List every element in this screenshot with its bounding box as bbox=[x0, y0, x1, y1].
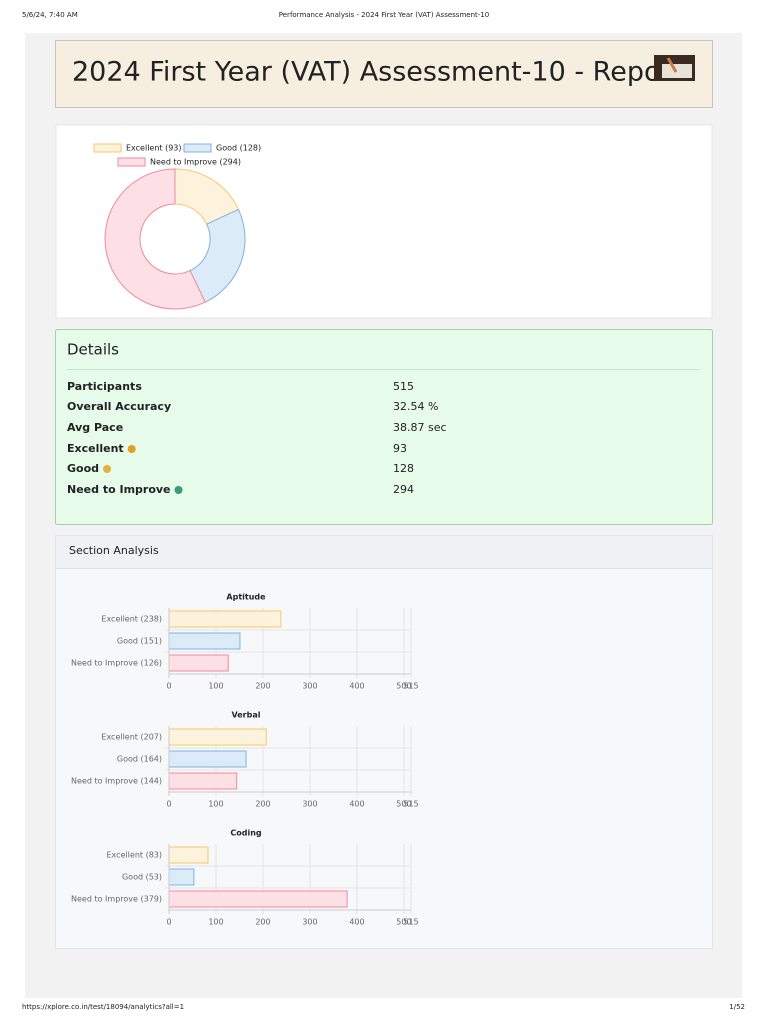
detail-label: Excellent bbox=[67, 442, 124, 455]
detail-value: 294 bbox=[393, 483, 414, 496]
x-tick-label: 300 bbox=[302, 682, 317, 691]
y-tick-label: Excellent (238) bbox=[101, 615, 162, 624]
x-tick-label: 200 bbox=[255, 800, 270, 809]
legend-label: Need to Improve (294) bbox=[150, 158, 241, 167]
x-tick-label: 400 bbox=[349, 918, 364, 927]
x-tick-label: 515 bbox=[403, 918, 418, 927]
x-tick-label: 0 bbox=[166, 918, 171, 927]
x-tick-label: 500 bbox=[396, 682, 411, 691]
x-tick-label: 500 bbox=[396, 918, 411, 927]
y-tick-label: Excellent (207) bbox=[101, 733, 162, 742]
section-title: Section Analysis bbox=[69, 544, 159, 557]
detail-value: 128 bbox=[393, 462, 414, 475]
detail-icon bbox=[127, 445, 136, 453]
report-title: 2024 First Year (VAT) Assessment-10 - Re… bbox=[72, 57, 682, 88]
y-tick-label: Excellent (83) bbox=[106, 851, 162, 860]
legend-swatch bbox=[93, 143, 122, 153]
legend-swatch bbox=[117, 157, 146, 167]
x-tick-label: 400 bbox=[349, 682, 364, 691]
header-image bbox=[654, 55, 695, 81]
bar bbox=[168, 772, 238, 790]
details-card bbox=[55, 329, 713, 525]
print-title: Performance Analysis - 2024 First Year (… bbox=[279, 11, 489, 19]
bar bbox=[168, 846, 209, 864]
x-tick-label: 200 bbox=[255, 682, 270, 691]
bar bbox=[168, 654, 229, 672]
details-title: Details bbox=[67, 341, 119, 359]
detail-label: Participants bbox=[67, 380, 142, 393]
chart-title: Aptitude bbox=[226, 593, 266, 602]
detail-icon bbox=[174, 486, 183, 494]
detail-label: Need to Improve bbox=[67, 483, 171, 496]
x-tick-label: 200 bbox=[255, 918, 270, 927]
detail-value: 93 bbox=[393, 442, 407, 455]
print-page: 1/52 bbox=[729, 1003, 745, 1011]
legend-swatch bbox=[183, 143, 212, 153]
detail-value: 38.87 sec bbox=[393, 421, 447, 434]
y-tick-label: Need to Improve (144) bbox=[71, 777, 162, 786]
x-tick-label: 300 bbox=[302, 800, 317, 809]
detail-icon bbox=[103, 465, 112, 473]
x-tick-label: 300 bbox=[302, 918, 317, 927]
y-tick-label: Good (151) bbox=[117, 637, 162, 646]
x-tick-label: 515 bbox=[403, 682, 418, 691]
bar bbox=[168, 750, 247, 768]
section-card bbox=[55, 535, 713, 949]
x-tick-label: 515 bbox=[403, 800, 418, 809]
x-tick-label: 100 bbox=[208, 682, 223, 691]
bar bbox=[168, 890, 348, 908]
x-tick-label: 0 bbox=[166, 800, 171, 809]
x-tick-label: 500 bbox=[396, 800, 411, 809]
bar bbox=[168, 868, 195, 886]
x-tick-label: 100 bbox=[208, 918, 223, 927]
y-tick-label: Need to Improve (379) bbox=[71, 895, 162, 904]
chart-title: Verbal bbox=[232, 711, 261, 720]
y-tick-label: Good (164) bbox=[117, 755, 162, 764]
x-tick-label: 400 bbox=[349, 800, 364, 809]
y-tick-label: Need to Improve (126) bbox=[71, 659, 162, 668]
section-header bbox=[56, 536, 712, 568]
doughnut-slice bbox=[104, 168, 206, 310]
detail-label: Avg Pace bbox=[67, 421, 123, 434]
detail-label: Overall Accuracy bbox=[67, 400, 171, 413]
x-tick-label: 100 bbox=[208, 800, 223, 809]
detail-label: Good bbox=[67, 462, 99, 475]
print-date: 5/6/24, 7:40 AM bbox=[22, 11, 78, 19]
bar bbox=[168, 728, 267, 746]
header-card bbox=[55, 40, 713, 108]
legend-label: Excellent (93) bbox=[126, 144, 182, 153]
details-table: Participants 515 Overall Accuracy 32.54 % Av… bbox=[67, 380, 447, 496]
y-tick-label: Good (53) bbox=[122, 873, 162, 882]
x-tick-label: 0 bbox=[166, 682, 171, 691]
print-url: https://xplore.co.in/test/18094/analytic… bbox=[22, 1003, 184, 1011]
bar bbox=[168, 632, 241, 650]
detail-value: 32.54 % bbox=[393, 400, 438, 413]
chart-title: Coding bbox=[230, 829, 262, 838]
legend-label: Good (128) bbox=[216, 144, 261, 153]
detail-value: 515 bbox=[393, 380, 414, 393]
bar bbox=[168, 610, 282, 628]
